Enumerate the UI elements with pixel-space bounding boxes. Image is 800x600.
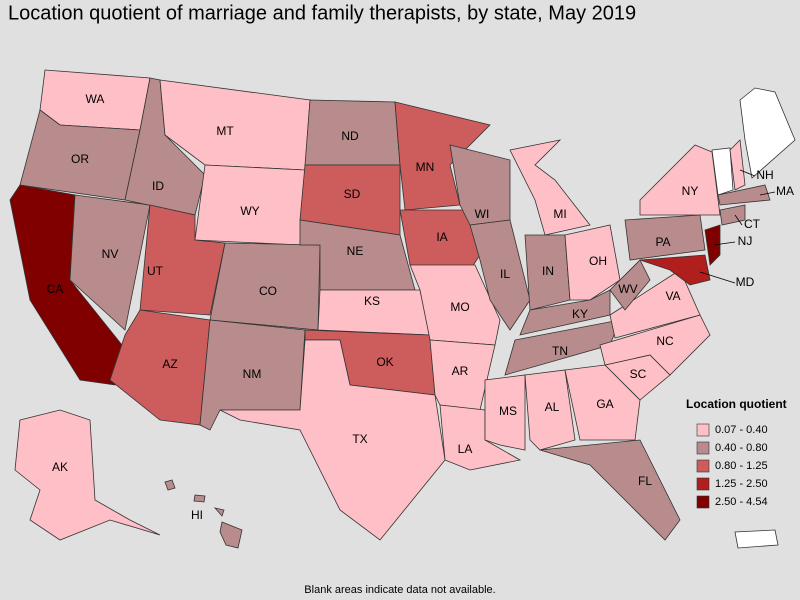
- state-label: NC: [656, 334, 674, 348]
- state-shape: [164, 479, 176, 491]
- state-label: NJ: [738, 234, 753, 248]
- state-shape: [509, 139, 591, 236]
- state-label: WA: [86, 92, 105, 106]
- state-shape: [524, 369, 576, 451]
- state-label: MS: [499, 404, 517, 418]
- state-label: OR: [71, 152, 89, 166]
- state-label: TX: [352, 432, 367, 446]
- state-label: KY: [572, 307, 588, 321]
- state-label: MA: [776, 184, 794, 198]
- leader-line: [699, 271, 736, 284]
- state-shape: [564, 224, 621, 301]
- state-label: LA: [458, 442, 473, 456]
- state-label: MD: [736, 275, 755, 289]
- legend-swatch: [696, 477, 710, 491]
- legend-label: 0.80 - 1.25: [715, 460, 768, 472]
- state-shape: [624, 214, 706, 261]
- legend: Location quotient 0.07 - 0.40 0.40 - 0.80…: [686, 397, 787, 509]
- state-label: OK: [376, 355, 393, 369]
- states: WA OR CA NV ID MT WY UT CO AZ NM ND SD NE KS OK TX MN IA MO…: [9, 69, 794, 549]
- state-label: ND: [341, 129, 359, 143]
- state-label: WY: [240, 204, 259, 218]
- state-label: SC: [630, 367, 647, 381]
- state-label: AK: [52, 460, 68, 474]
- state-label: CO: [259, 284, 277, 298]
- state-shape: [219, 521, 243, 549]
- state-shape: [704, 224, 721, 266]
- legend-label: 0.40 - 0.80: [715, 442, 768, 454]
- state-shape: [219, 339, 446, 541]
- state-shape: [639, 254, 711, 286]
- legend-swatch: [696, 423, 710, 437]
- legend-swatch: [696, 459, 710, 473]
- legend-swatch: [696, 495, 710, 509]
- state-label: CT: [744, 217, 761, 231]
- state-label: IA: [436, 230, 447, 244]
- state-shape: [484, 374, 526, 451]
- state-label: MO: [450, 300, 469, 314]
- state-label: KS: [364, 294, 380, 308]
- legend-label: 2.50 - 4.54: [715, 496, 768, 508]
- state-label: WV: [618, 282, 637, 296]
- state-label: NH: [756, 168, 773, 182]
- state-label: CA: [47, 282, 64, 296]
- state-shape: [469, 219, 531, 331]
- state-blank: [711, 147, 734, 196]
- state-shape: [729, 139, 746, 191]
- state-label: PA: [655, 235, 670, 249]
- territory-blank: [734, 529, 779, 549]
- state-label: NV: [102, 247, 119, 261]
- state-label: MN: [416, 160, 435, 174]
- state-label: ID: [152, 179, 164, 193]
- leader-line: [734, 214, 743, 226]
- state-label: NM: [243, 367, 262, 381]
- leader-line: [739, 169, 756, 177]
- state-label: SD: [344, 187, 361, 201]
- state-shape: [519, 289, 611, 336]
- state-label: NY: [682, 184, 699, 198]
- state-shape: [193, 494, 206, 503]
- map-title: Location quotient of marriage and family…: [8, 2, 636, 24]
- state-label: WI: [475, 207, 490, 221]
- state-shape: [69, 194, 151, 331]
- state-shape: [14, 409, 161, 541]
- legend-swatch: [696, 441, 710, 455]
- state-label: NE: [347, 244, 364, 258]
- state-label: GA: [596, 397, 613, 411]
- state-shape: [539, 439, 681, 541]
- state-shape: [609, 269, 701, 339]
- state-label: FL: [638, 474, 652, 488]
- state-label: OH: [589, 254, 607, 268]
- state-label: MI: [553, 207, 566, 221]
- state-blank: [739, 87, 796, 179]
- state-label: UT: [147, 264, 164, 278]
- state-label: VA: [665, 289, 680, 303]
- state-label: MT: [216, 124, 234, 138]
- footnote: Blank areas indicate data not available.: [304, 584, 495, 596]
- state-label: AL: [545, 400, 560, 414]
- state-shape: [213, 507, 225, 517]
- state-shape: [639, 144, 721, 216]
- legend-title: Location quotient: [686, 397, 787, 411]
- state-shape: [564, 364, 641, 441]
- leader-line: [759, 191, 776, 196]
- state-label: HI: [191, 508, 203, 522]
- state-label: AR: [452, 364, 469, 378]
- state-label: IL: [500, 267, 510, 281]
- leader-line: [713, 241, 736, 246]
- legend-label: 0.07 - 0.40: [715, 424, 768, 436]
- state-label: TN: [552, 344, 568, 358]
- legend-label: 1.25 - 2.50: [715, 478, 768, 490]
- state-shape: [609, 259, 651, 311]
- state-label: AZ: [162, 357, 177, 371]
- state-shape: [717, 184, 771, 206]
- state-label: IN: [542, 264, 554, 278]
